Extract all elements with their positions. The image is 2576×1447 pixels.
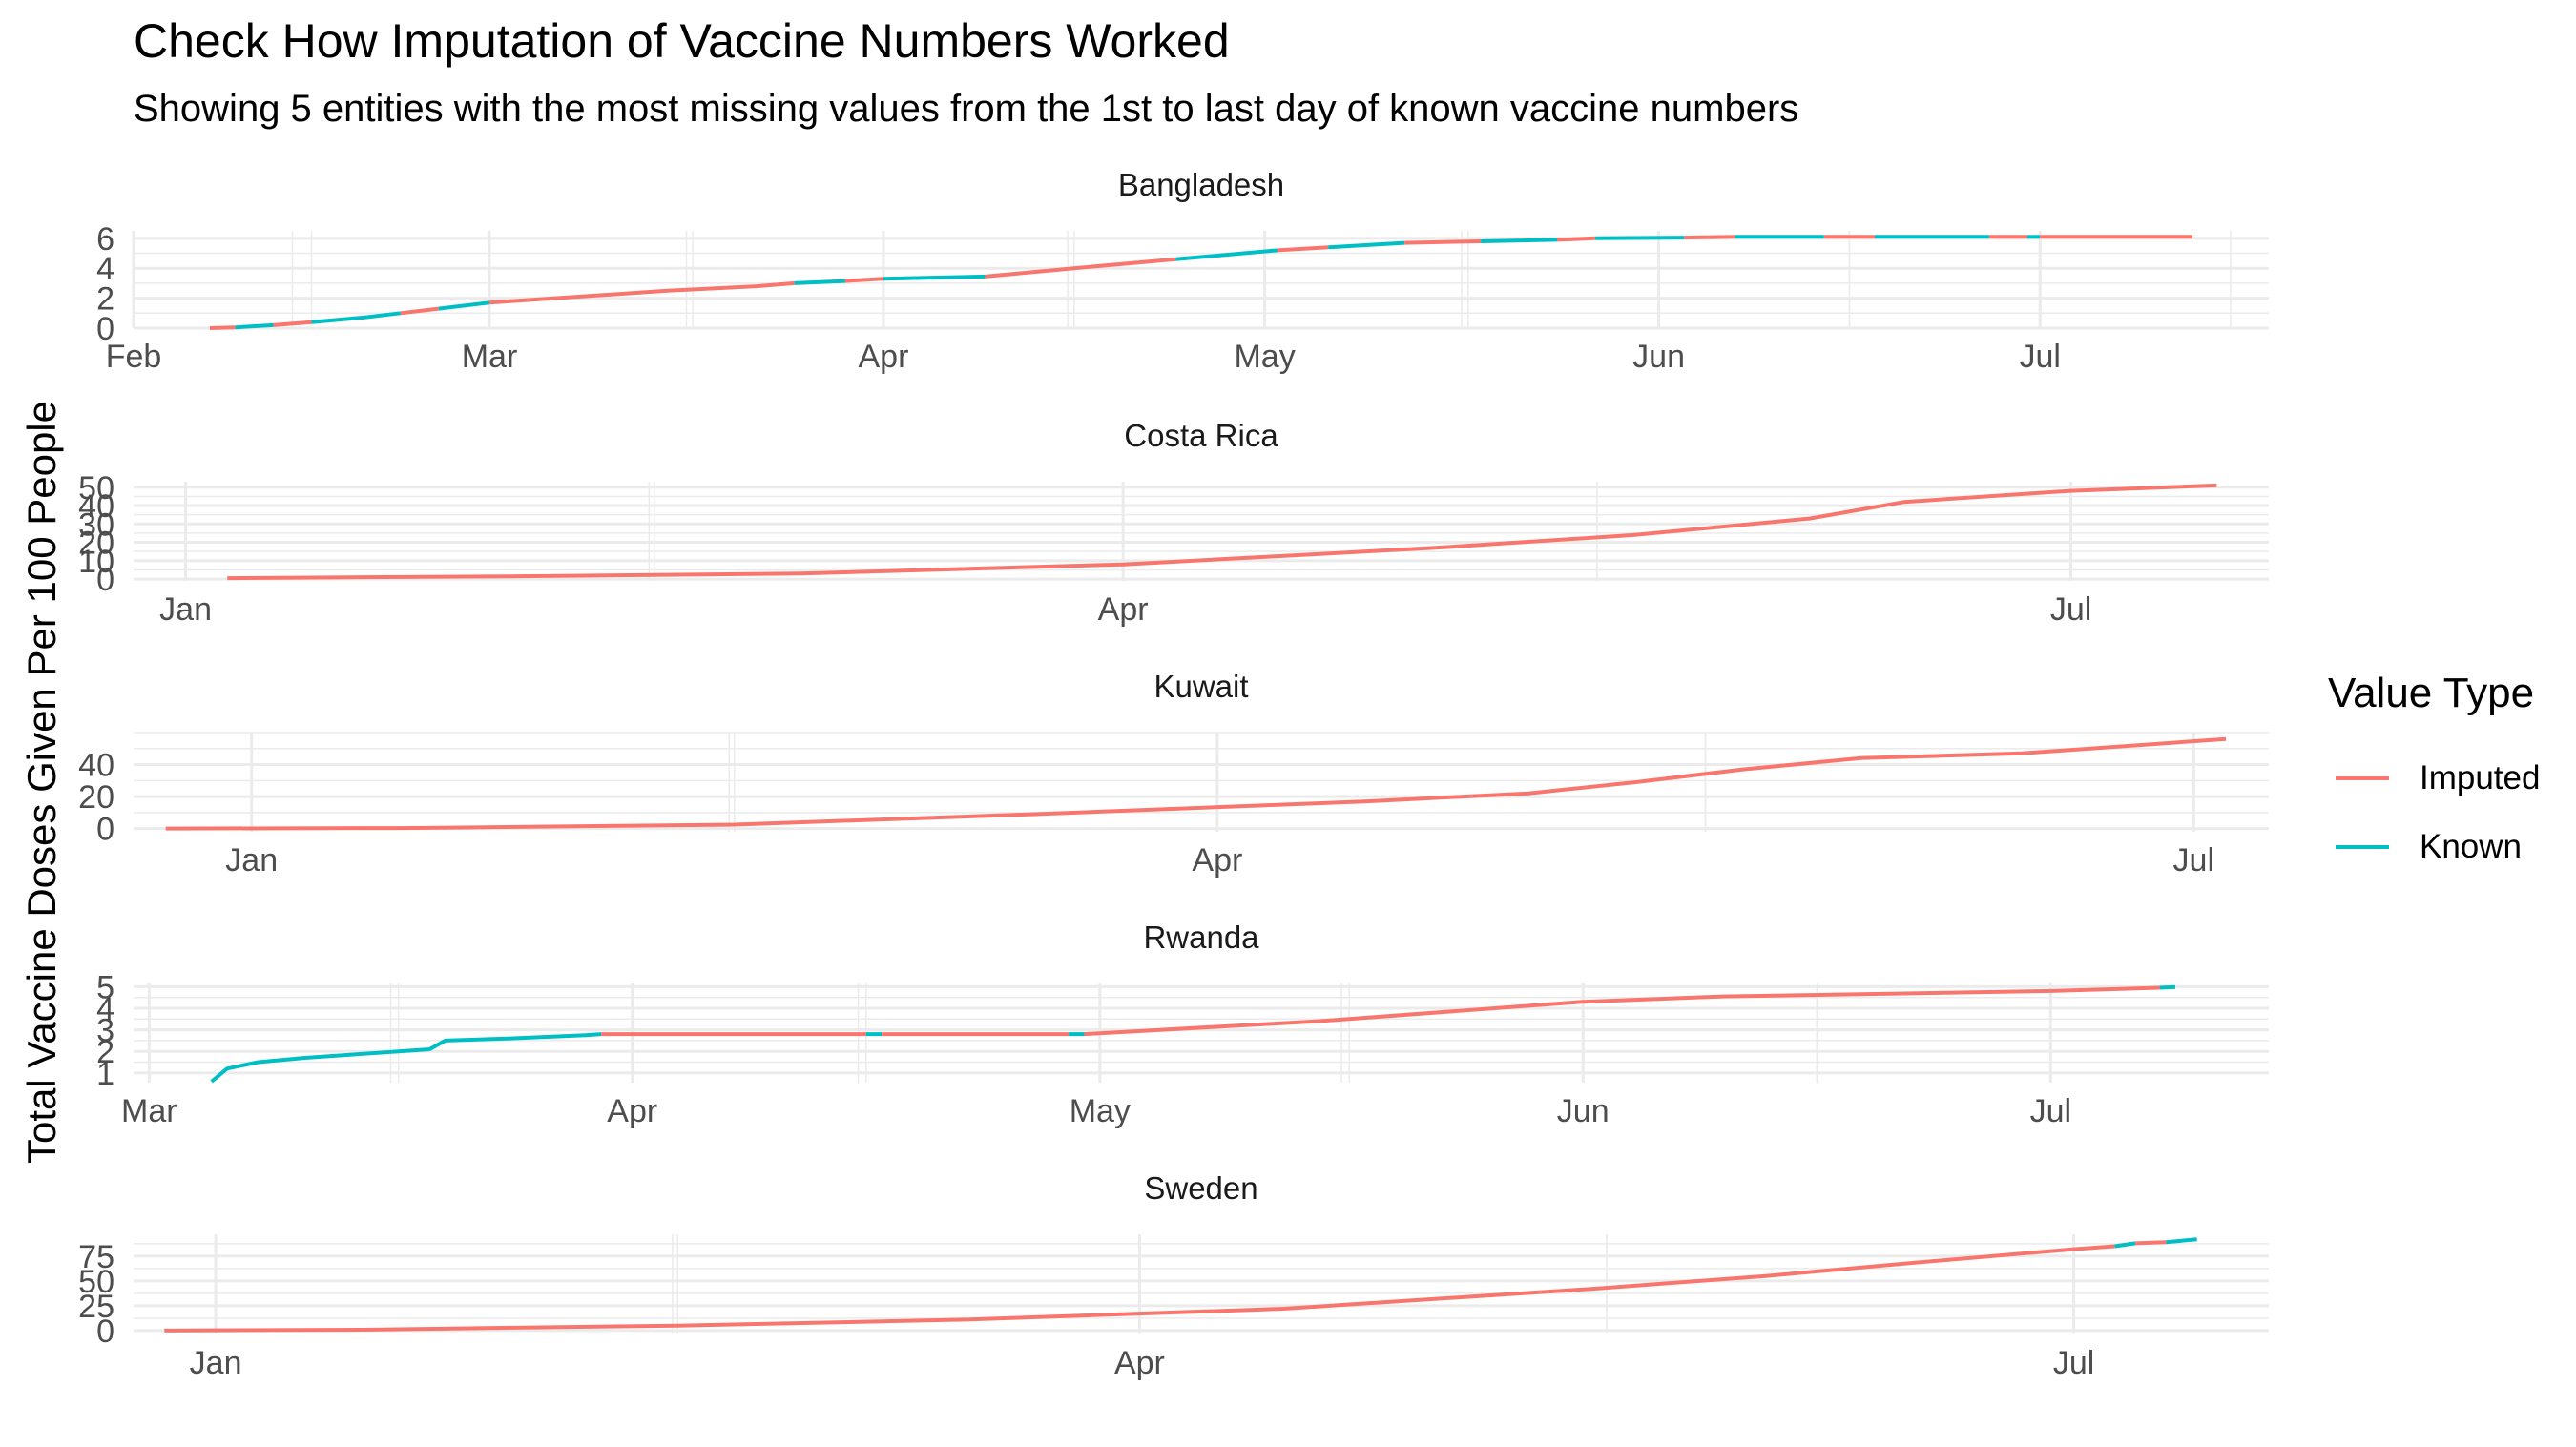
- series-line-sweden-imputed: [2135, 1240, 2167, 1246]
- series-line-bangladesh-imputed: [985, 257, 1176, 279]
- series-line-sweden-known: [2166, 1237, 2197, 1245]
- series-line-rwanda-imputed: [1084, 985, 2160, 1037]
- chart-title: Check How Imputation of Vaccine Numbers …: [134, 14, 1230, 68]
- y-tick-label-kuwait: 40: [78, 748, 114, 784]
- facet-title-costa-rica: Costa Rica: [1124, 418, 1278, 453]
- series-line-bangladesh-known: [235, 322, 274, 330]
- x-tick-label-rwanda: Apr: [607, 1093, 657, 1129]
- y-tick-label-rwanda: 5: [96, 969, 114, 1005]
- legend-item-imputed: Imputed: [2328, 744, 2540, 813]
- y-tick-label-sweden: 50: [78, 1264, 114, 1300]
- x-tick-label-bangladesh: Jun: [1632, 339, 1685, 375]
- y-tick-label-costa-rica: 20: [78, 526, 114, 562]
- x-tick-label-rwanda: Jul: [2030, 1093, 2071, 1129]
- y-tick-label-costa-rica: 10: [78, 544, 114, 580]
- x-tick-label-sweden: Apr: [1114, 1345, 1165, 1381]
- y-tick-label-costa-rica: 0: [96, 562, 114, 598]
- x-tick-label-rwanda: Mar: [121, 1093, 177, 1129]
- series-line-bangladesh-known: [311, 311, 402, 324]
- legend-item-known: Known: [2328, 813, 2540, 881]
- y-tick-label-sweden: 0: [96, 1313, 114, 1350]
- series-line-bangladesh-imputed: [488, 280, 795, 305]
- x-tick-label-kuwait: Apr: [1192, 842, 1242, 879]
- series-line-bangladesh-imputed: [1404, 239, 1482, 245]
- y-tick-label-rwanda: 1: [96, 1056, 114, 1092]
- series-line-bangladesh-imputed: [1277, 245, 1329, 253]
- y-tick-label-sweden: 75: [78, 1239, 114, 1275]
- panel-bg-rwanda: [134, 983, 2269, 1083]
- series-line-bangladesh-known: [794, 279, 846, 285]
- facet-title-bangladesh: Bangladesh: [1118, 167, 1284, 202]
- legend-label-known: Known: [2420, 828, 2523, 865]
- chart-subtitle: Showing 5 entities with the most missing…: [134, 88, 1799, 130]
- series-line-bangladesh-imputed: [844, 277, 884, 283]
- panel-bg-sweden: [134, 1234, 2269, 1333]
- series-line-rwanda-known: [2159, 984, 2176, 990]
- series-line-bangladesh-known: [883, 274, 986, 281]
- x-tick-label-costa-rica: Apr: [1098, 591, 1149, 628]
- facet-title-rwanda: Rwanda: [1143, 920, 1259, 955]
- y-tick-label-sweden: 25: [78, 1289, 114, 1325]
- series-line-bangladesh-known: [1175, 248, 1278, 261]
- x-tick-label-kuwait: Jan: [225, 842, 278, 879]
- y-tick-label-kuwait: 0: [96, 812, 114, 848]
- legend-label-imputed: Imputed: [2420, 759, 2541, 796]
- y-tick-label-rwanda: 3: [96, 1013, 114, 1049]
- x-tick-label-sweden: Jul: [2053, 1345, 2094, 1381]
- series-line-bangladesh-known: [1481, 238, 1558, 243]
- series-line-sweden-known: [2114, 1241, 2136, 1249]
- x-tick-label-bangladesh: Mar: [462, 339, 518, 375]
- y-tick-label-costa-rica: 30: [78, 506, 114, 543]
- y-tick-label-kuwait: 20: [78, 779, 114, 816]
- series-line-bangladesh-known: [438, 300, 490, 311]
- series-line-bangladesh-imputed: [209, 325, 236, 330]
- legend: Value Type Imputed Known: [2328, 670, 2540, 881]
- legend-key-imputed: [2336, 776, 2389, 780]
- y-tick-label-costa-rica: 50: [78, 470, 114, 506]
- series-line-sweden-imputed: [164, 1244, 2115, 1333]
- series-line-rwanda-known: [210, 1032, 602, 1084]
- x-tick-label-bangladesh: May: [1234, 339, 1295, 375]
- series-line-bangladesh-imputed: [1556, 236, 1596, 242]
- x-tick-label-bangladesh: Jul: [2019, 339, 2060, 375]
- y-tick-label-costa-rica: 40: [78, 488, 114, 525]
- series-line-bangladesh-imputed: [1684, 235, 1735, 240]
- x-tick-label-costa-rica: Jul: [2050, 591, 2091, 628]
- series-line-bangladesh-known: [1328, 240, 1405, 250]
- x-tick-label-bangladesh: Apr: [859, 339, 909, 375]
- y-tick-label-rwanda: 4: [96, 991, 114, 1027]
- y-tick-label-bangladesh: 4: [96, 251, 114, 287]
- y-tick-label-rwanda: 2: [96, 1034, 114, 1070]
- series-line-kuwait-imputed: [165, 736, 2227, 831]
- series-line-bangladesh-imputed: [400, 306, 439, 316]
- x-tick-label-rwanda: Jun: [1557, 1093, 1610, 1129]
- series-line-costa-rica-imputed: [227, 483, 2217, 581]
- y-tick-label-bangladesh: 2: [96, 281, 114, 318]
- facet-title-kuwait: Kuwait: [1153, 669, 1248, 704]
- panel-bg-kuwait: [134, 733, 2269, 832]
- legend-key-known: [2336, 845, 2389, 849]
- x-tick-label-kuwait: Jul: [2173, 842, 2214, 879]
- x-tick-label-bangladesh: Feb: [106, 339, 162, 375]
- y-tick-label-bangladesh: 0: [96, 311, 114, 347]
- series-line-bangladesh-imputed: [273, 320, 312, 327]
- facet-title-sweden: Sweden: [1144, 1170, 1257, 1206]
- x-tick-label-sweden: Jan: [190, 1345, 242, 1381]
- legend-title: Value Type: [2328, 670, 2535, 716]
- panel-bg-costa-rica: [134, 482, 2269, 581]
- x-tick-label-rwanda: May: [1070, 1093, 1131, 1129]
- y-tick-label-bangladesh: 6: [96, 221, 114, 258]
- x-tick-label-costa-rica: Jan: [159, 591, 212, 628]
